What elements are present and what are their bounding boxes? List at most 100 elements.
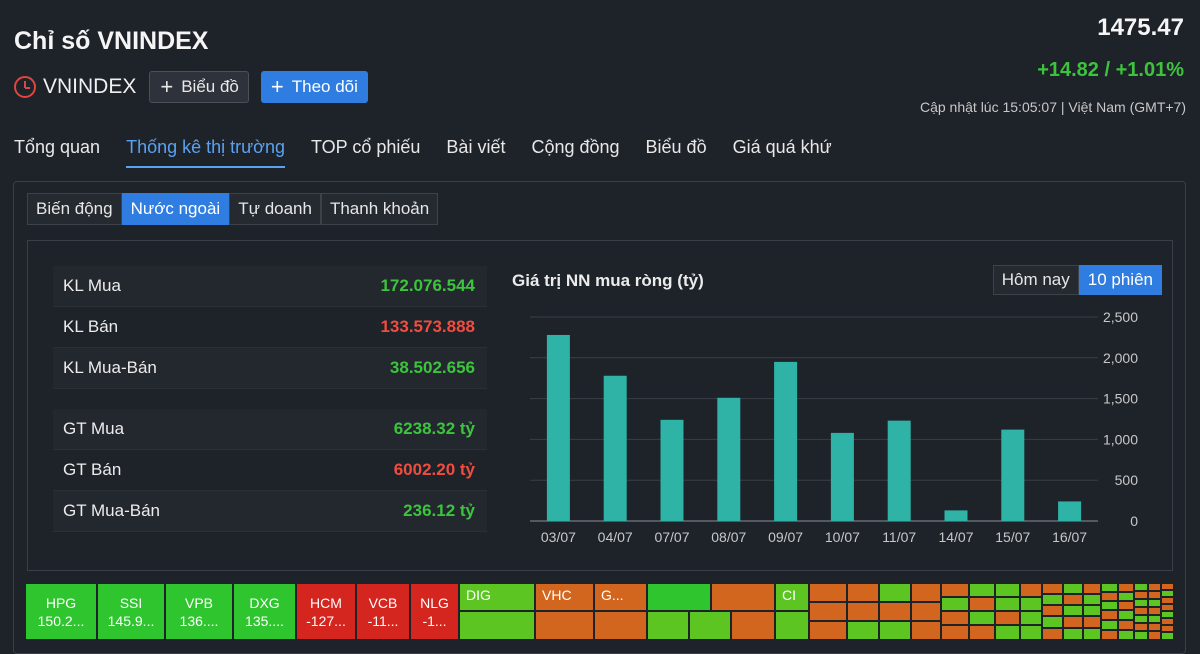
treemap-cell[interactable] <box>1161 625 1174 632</box>
bar[interactable] <box>1058 501 1082 521</box>
treemap-cell[interactable]: VPB 136.... <box>165 583 233 640</box>
treemap-cell[interactable] <box>995 625 1020 640</box>
treemap-cell[interactable] <box>1118 620 1134 630</box>
treemap-cell[interactable] <box>1083 605 1101 616</box>
treemap-cell[interactable] <box>1101 592 1118 601</box>
treemap-cell[interactable] <box>535 611 594 640</box>
treemap-cell[interactable] <box>1063 628 1083 640</box>
subtab-liquidity[interactable]: Thanh khoản <box>320 193 439 225</box>
treemap-cell[interactable] <box>1101 630 1118 640</box>
treemap-cell[interactable]: DXG 135.... <box>233 583 296 640</box>
treemap-cell[interactable]: HCM -127... <box>296 583 356 640</box>
treemap-cell[interactable]: NLG -1... <box>410 583 459 640</box>
treemap-cell[interactable] <box>1148 599 1161 607</box>
treemap-cell[interactable] <box>1148 607 1161 615</box>
treemap-cell[interactable] <box>911 602 941 621</box>
bar[interactable] <box>546 334 570 521</box>
treemap-cell[interactable]: VCB -11... <box>356 583 410 640</box>
treemap-cell[interactable] <box>995 611 1020 625</box>
treemap-cell[interactable] <box>1118 630 1134 640</box>
treemap-cell[interactable] <box>1118 601 1134 610</box>
subtab-proprietary[interactable]: Tự doanh <box>229 193 321 225</box>
treemap-cell[interactable] <box>1042 583 1063 594</box>
treemap-cell[interactable] <box>969 625 995 640</box>
treemap-cell[interactable] <box>941 611 969 625</box>
treemap-cell[interactable] <box>689 611 731 640</box>
tab-chart[interactable]: Biểu đồ <box>645 137 707 157</box>
treemap-cell[interactable]: SSI 145.9... <box>97 583 165 640</box>
treemap-cell[interactable] <box>1161 632 1174 640</box>
treemap-cell[interactable] <box>847 602 879 621</box>
treemap-cell[interactable] <box>1148 591 1161 599</box>
treemap-cell[interactable] <box>1161 611 1174 618</box>
bar[interactable] <box>887 420 911 521</box>
treemap-cell[interactable] <box>1063 594 1083 605</box>
follow-button[interactable]: + Theo dõi <box>260 71 368 103</box>
treemap-cell[interactable] <box>1134 615 1148 623</box>
treemap-cell[interactable] <box>809 621 847 640</box>
tab-market-stats[interactable]: Thống kê thị trường <box>126 137 286 168</box>
treemap-cell[interactable]: G... <box>594 583 647 611</box>
treemap-cell[interactable] <box>1161 618 1174 625</box>
treemap-cell[interactable]: VHC <box>535 583 594 611</box>
treemap-cell[interactable] <box>1063 583 1083 594</box>
treemap-cell[interactable] <box>1134 599 1148 607</box>
tab-articles[interactable]: Bài viết <box>446 137 506 157</box>
treemap-cell[interactable] <box>995 597 1020 611</box>
treemap-cell[interactable] <box>459 611 535 640</box>
treemap-cell[interactable] <box>969 583 995 597</box>
tab-overview[interactable]: Tổng quan <box>14 137 101 157</box>
treemap-cell[interactable] <box>941 597 969 611</box>
treemap-cell[interactable] <box>879 583 911 602</box>
treemap-cell[interactable] <box>969 611 995 625</box>
treemap-cell[interactable] <box>1148 631 1161 640</box>
treemap-cell[interactable]: CI <box>775 583 809 611</box>
treemap-cell[interactable] <box>1118 610 1134 620</box>
treemap-cell[interactable] <box>1042 616 1063 628</box>
treemap-cell[interactable] <box>1161 597 1174 604</box>
treemap-cell[interactable] <box>1042 594 1063 605</box>
treemap-cell[interactable] <box>995 583 1020 597</box>
treemap-cell[interactable] <box>1161 590 1174 597</box>
treemap-cell[interactable] <box>647 583 711 611</box>
treemap-cell[interactable] <box>1020 625 1042 640</box>
treemap-cell[interactable] <box>1148 615 1161 623</box>
toggle-10-sessions[interactable]: 10 phiên <box>1078 265 1162 295</box>
treemap-cell[interactable] <box>1161 604 1174 611</box>
treemap-cell[interactable] <box>879 602 911 621</box>
treemap-cell[interactable] <box>847 621 879 640</box>
bar[interactable] <box>774 361 798 521</box>
treemap-cell[interactable] <box>1148 623 1161 631</box>
treemap-cell[interactable] <box>1042 605 1063 616</box>
treemap-cell[interactable] <box>1118 583 1134 592</box>
treemap-cell[interactable] <box>1083 628 1101 640</box>
bar[interactable] <box>1001 429 1025 521</box>
treemap-cell[interactable] <box>1020 583 1042 597</box>
treemap-cell[interactable] <box>1101 601 1118 610</box>
treemap-cell[interactable] <box>775 611 809 640</box>
treemap-cell[interactable] <box>1101 620 1118 630</box>
treemap-cell[interactable] <box>1063 605 1083 616</box>
tab-price-history[interactable]: Giá quá khứ <box>732 137 832 157</box>
treemap-cell[interactable] <box>911 621 941 640</box>
treemap-cell[interactable] <box>1101 583 1118 592</box>
subtab-foreign[interactable]: Nước ngoài <box>121 193 230 225</box>
chart-button[interactable]: + Biểu đồ <box>149 71 249 103</box>
treemap-cell[interactable] <box>911 583 941 602</box>
bar[interactable] <box>603 375 627 521</box>
treemap-cell[interactable] <box>809 602 847 621</box>
treemap-cell[interactable] <box>1161 583 1174 590</box>
treemap-cell[interactable] <box>1118 592 1134 601</box>
subtab-volatility[interactable]: Biến động <box>27 193 122 225</box>
treemap-cell[interactable] <box>847 583 879 602</box>
tab-top-stocks[interactable]: TOP cổ phiếu <box>311 137 421 157</box>
treemap-cell[interactable] <box>1101 610 1118 620</box>
treemap-cell[interactable] <box>941 625 969 640</box>
treemap-cell[interactable] <box>1083 583 1101 594</box>
treemap-cell[interactable] <box>1148 583 1161 591</box>
treemap-cell[interactable] <box>1134 591 1148 599</box>
treemap-cell[interactable] <box>647 611 689 640</box>
treemap-cell[interactable] <box>711 583 775 611</box>
treemap-cell[interactable] <box>1063 616 1083 628</box>
tab-community[interactable]: Cộng đồng <box>531 137 620 157</box>
